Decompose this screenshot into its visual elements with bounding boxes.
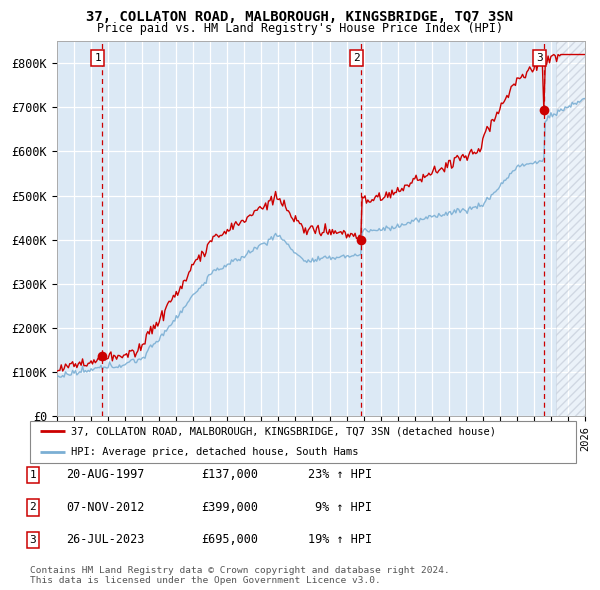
Text: 3: 3 [536,53,543,63]
Text: 1: 1 [29,470,37,480]
Text: Price paid vs. HM Land Registry's House Price Index (HPI): Price paid vs. HM Land Registry's House … [97,22,503,35]
Text: 2: 2 [353,53,360,63]
Text: HPI: Average price, detached house, South Hams: HPI: Average price, detached house, Sout… [71,447,358,457]
Text: 37, COLLATON ROAD, MALBOROUGH, KINGSBRIDGE, TQ7 3SN: 37, COLLATON ROAD, MALBOROUGH, KINGSBRID… [86,10,514,24]
Text: £137,000: £137,000 [201,468,258,481]
Text: 07-NOV-2012: 07-NOV-2012 [66,501,144,514]
Text: 23% ↑ HPI: 23% ↑ HPI [308,468,372,481]
Text: 37, COLLATON ROAD, MALBOROUGH, KINGSBRIDGE, TQ7 3SN (detached house): 37, COLLATON ROAD, MALBOROUGH, KINGSBRID… [71,427,496,436]
Text: 20-AUG-1997: 20-AUG-1997 [66,468,144,481]
Text: £695,000: £695,000 [201,533,258,546]
Text: 19% ↑ HPI: 19% ↑ HPI [308,533,372,546]
Text: 2: 2 [29,503,37,512]
Text: 9% ↑ HPI: 9% ↑ HPI [315,501,372,514]
Text: 26-JUL-2023: 26-JUL-2023 [66,533,144,546]
Text: £399,000: £399,000 [201,501,258,514]
Text: 3: 3 [29,535,37,545]
Bar [556,41,593,416]
FancyBboxPatch shape [30,421,576,463]
Text: 1: 1 [94,53,101,63]
Text: Contains HM Land Registry data © Crown copyright and database right 2024.
This d: Contains HM Land Registry data © Crown c… [30,566,450,585]
